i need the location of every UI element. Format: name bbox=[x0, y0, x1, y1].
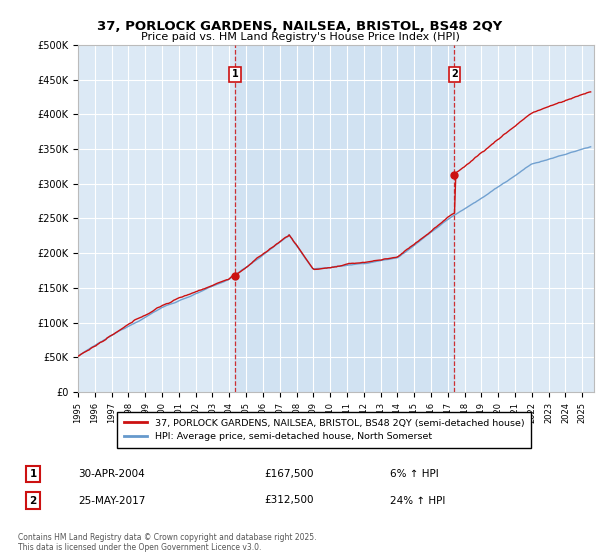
Text: 37, PORLOCK GARDENS, NAILSEA, BRISTOL, BS48 2QY: 37, PORLOCK GARDENS, NAILSEA, BRISTOL, B… bbox=[97, 20, 503, 32]
Text: 1: 1 bbox=[232, 69, 238, 80]
Text: Contains HM Land Registry data © Crown copyright and database right 2025.
This d: Contains HM Land Registry data © Crown c… bbox=[18, 533, 317, 552]
Text: Price paid vs. HM Land Registry's House Price Index (HPI): Price paid vs. HM Land Registry's House … bbox=[140, 32, 460, 43]
Text: £167,500: £167,500 bbox=[264, 469, 314, 479]
Bar bbox=[235, 45, 454, 392]
Text: 6% ↑ HPI: 6% ↑ HPI bbox=[390, 469, 439, 479]
Text: 2: 2 bbox=[29, 496, 37, 506]
Text: 30-APR-2004: 30-APR-2004 bbox=[78, 469, 145, 479]
Text: £312,500: £312,500 bbox=[264, 496, 314, 506]
Text: 24% ↑ HPI: 24% ↑ HPI bbox=[390, 496, 445, 506]
Text: 25-MAY-2017: 25-MAY-2017 bbox=[78, 496, 145, 506]
Legend: 37, PORLOCK GARDENS, NAILSEA, BRISTOL, BS48 2QY (semi-detached house), HPI: Aver: 37, PORLOCK GARDENS, NAILSEA, BRISTOL, B… bbox=[117, 412, 531, 447]
Text: 2: 2 bbox=[451, 69, 458, 80]
Text: 1: 1 bbox=[29, 469, 37, 479]
